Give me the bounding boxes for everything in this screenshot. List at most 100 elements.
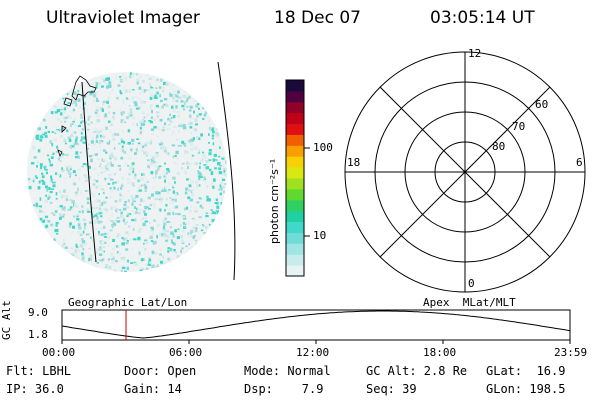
image-pixel bbox=[127, 259, 129, 263]
image-pixel bbox=[190, 229, 194, 233]
image-pixel bbox=[154, 198, 158, 201]
image-pixel bbox=[104, 241, 107, 244]
image-pixel bbox=[215, 198, 218, 201]
colorbar-segment bbox=[286, 167, 304, 179]
image-pixel bbox=[162, 188, 164, 191]
colorbar-segment bbox=[286, 90, 304, 103]
image-pixel bbox=[63, 238, 65, 242]
image-pixel bbox=[88, 176, 92, 179]
image-pixel bbox=[60, 215, 65, 218]
image-pixel bbox=[176, 255, 180, 259]
image-pixel bbox=[110, 178, 114, 181]
image-pixel bbox=[90, 158, 93, 163]
image-pixel bbox=[130, 195, 134, 198]
image-pixel bbox=[157, 167, 160, 171]
image-pixel bbox=[167, 124, 171, 126]
image-pixel bbox=[131, 142, 134, 145]
image-pixel bbox=[217, 161, 221, 166]
image-pixel bbox=[111, 260, 115, 265]
image-pixel bbox=[179, 144, 183, 147]
image-pixel bbox=[195, 242, 198, 245]
image-pixel bbox=[87, 143, 90, 146]
image-pixel bbox=[75, 125, 80, 128]
image-pixel bbox=[121, 177, 124, 180]
image-pixel bbox=[81, 259, 85, 263]
image-pixel bbox=[151, 232, 154, 235]
image-pixel bbox=[155, 78, 159, 81]
image-pixel bbox=[133, 264, 136, 267]
image-pixel bbox=[163, 260, 167, 263]
image-pixel bbox=[162, 126, 165, 129]
image-pixel bbox=[119, 167, 122, 171]
image-pixel bbox=[137, 142, 141, 145]
image-pixel bbox=[164, 233, 167, 237]
image-pixel bbox=[142, 245, 145, 248]
image-pixel bbox=[139, 106, 141, 109]
image-pixel bbox=[175, 251, 177, 254]
image-pixel bbox=[175, 95, 179, 98]
image-pixel bbox=[108, 105, 111, 108]
image-pixel bbox=[157, 196, 160, 200]
image-pixel bbox=[79, 190, 82, 193]
image-pixel bbox=[86, 147, 89, 150]
image-pixel bbox=[174, 94, 177, 96]
image-pixel bbox=[126, 206, 130, 208]
image-pixel bbox=[106, 115, 109, 118]
image-pixel bbox=[81, 128, 84, 131]
image-pixel bbox=[103, 159, 107, 162]
image-pixel bbox=[101, 135, 106, 139]
image-pixel bbox=[156, 171, 159, 174]
image-pixel bbox=[37, 186, 41, 190]
image-pixel bbox=[202, 118, 205, 120]
image-pixel bbox=[133, 238, 137, 241]
image-pixel bbox=[96, 198, 100, 201]
image-pixel bbox=[109, 229, 113, 232]
image-pixel bbox=[174, 213, 178, 215]
image-pixel bbox=[112, 181, 114, 185]
image-pixel bbox=[28, 178, 31, 181]
image-pixel bbox=[82, 103, 84, 107]
image-pixel bbox=[93, 167, 97, 170]
image-pixel bbox=[75, 174, 77, 177]
image-pixel bbox=[151, 264, 155, 268]
image-pixel bbox=[199, 172, 202, 176]
image-pixel bbox=[225, 160, 227, 164]
image-pixel bbox=[149, 235, 153, 239]
image-pixel bbox=[131, 167, 135, 170]
image-pixel bbox=[143, 89, 147, 92]
image-pixel bbox=[120, 77, 124, 80]
image-pixel bbox=[83, 222, 87, 226]
image-pixel bbox=[112, 238, 115, 242]
image-pixel bbox=[163, 81, 167, 86]
image-pixel bbox=[182, 126, 187, 130]
image-pixel bbox=[168, 221, 172, 224]
image-pixel bbox=[159, 200, 163, 203]
image-pixel bbox=[159, 94, 161, 98]
image-pixel bbox=[49, 191, 53, 194]
image-pixel bbox=[65, 197, 68, 202]
image-pixel bbox=[86, 128, 90, 131]
coastline bbox=[57, 75, 97, 158]
image-pixel bbox=[208, 119, 210, 123]
image-pixel bbox=[189, 126, 193, 129]
image-pixel bbox=[114, 157, 117, 161]
image-pixel bbox=[103, 149, 106, 152]
image-pixel bbox=[221, 204, 223, 208]
image-pixel bbox=[50, 175, 52, 179]
image-pixel bbox=[122, 257, 126, 261]
image-pixel bbox=[143, 116, 146, 119]
image-pixel bbox=[153, 206, 156, 209]
image-pixel bbox=[134, 206, 136, 209]
image-pixel bbox=[84, 121, 87, 124]
colorbar-segment bbox=[286, 101, 304, 114]
image-pixel bbox=[183, 168, 187, 171]
image-pixel bbox=[112, 138, 116, 141]
image-pixel bbox=[90, 121, 93, 124]
image-pixel bbox=[152, 156, 155, 160]
image-pixel bbox=[134, 211, 138, 214]
image-pixel bbox=[121, 130, 124, 133]
image-pixel bbox=[167, 212, 171, 216]
image-pixel bbox=[81, 205, 84, 208]
image-pixel bbox=[127, 199, 130, 203]
image-coord-label: Geographic Lat/Lon bbox=[68, 296, 188, 309]
